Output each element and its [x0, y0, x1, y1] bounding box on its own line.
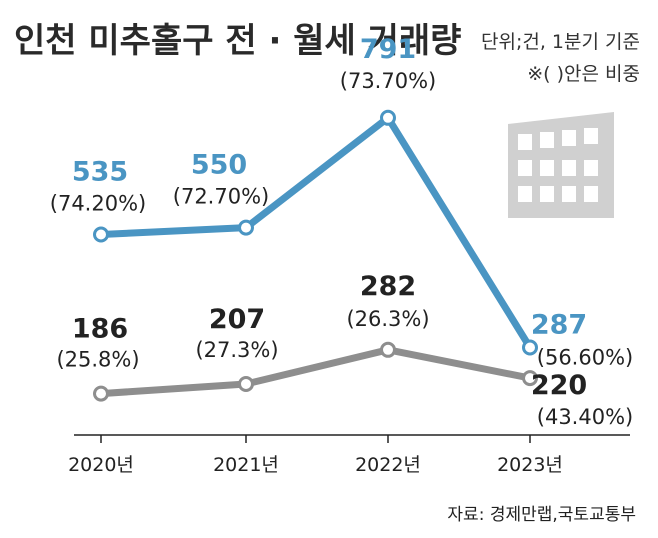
value-label: 535 [72, 157, 128, 188]
data-point [238, 219, 254, 236]
share-label: (56.60%) [537, 346, 633, 370]
chart-title: 인천 미추홀구 전 · 월세 거래량 [14, 21, 461, 61]
x-tick-label: 2023년 [497, 454, 563, 476]
value-label: 287 [531, 310, 587, 341]
data-labels: 535 (74.20%) 550 (72.70%) 791 (73.70%) 287 (56.… [50, 34, 633, 429]
source-note: 자료: 경제만랩,국토교통부 [447, 505, 636, 525]
value-label: 550 [191, 150, 247, 181]
value-label: 282 [360, 271, 416, 302]
unit-note: 단위;건, 1분기 기준 [481, 31, 640, 53]
share-label: (25.8%) [56, 348, 139, 372]
series-markers [93, 109, 538, 402]
series-lines [97, 114, 534, 398]
data-point [380, 341, 396, 358]
series-line-0 [97, 114, 534, 351]
building-icon [508, 112, 614, 218]
x-tick-label: 2020년 [68, 454, 134, 476]
value-label: 791 [360, 34, 416, 65]
data-point [238, 376, 254, 392]
x-tick-label: 2021년 [213, 454, 279, 476]
share-label: (26.3%) [346, 307, 429, 331]
x-axis-ticks: 2020년 2021년 2022년 2023년 [68, 435, 563, 476]
share-label: (73.70%) [340, 69, 436, 93]
ratio-note: ※( )안은 비중 [527, 63, 640, 85]
share-label: (43.40%) [537, 405, 633, 429]
value-label: 186 [72, 314, 128, 345]
data-point [522, 339, 538, 356]
data-point [93, 226, 109, 243]
x-tick-label: 2022년 [355, 454, 421, 476]
data-point [522, 370, 538, 387]
value-label: 220 [531, 370, 587, 401]
data-point [380, 109, 396, 126]
series-line-1 [97, 346, 534, 398]
value-label: 207 [209, 304, 265, 335]
share-label: (74.20%) [50, 192, 146, 216]
share-label: (27.3%) [195, 338, 278, 362]
share-label: (72.70%) [173, 185, 269, 209]
data-point [93, 385, 109, 402]
